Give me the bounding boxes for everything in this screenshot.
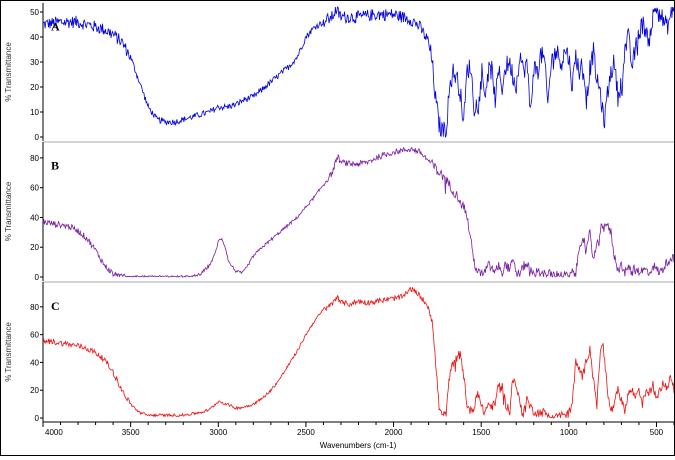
x-tick-label: 3000 [209,428,227,437]
panel-label: B [51,159,59,173]
chart-panels: 0 10 20 30 40 50 % Transmittance A 0 20 40 60 80 % Tr… [4,3,675,423]
x-tick-label: 3500 [122,428,140,437]
y-tick-label: 30 [30,58,39,67]
y-tick-label: 40 [30,213,39,222]
y-tick-label: 60 [30,331,39,340]
y-tick-label: 40 [30,33,39,42]
x-tick-label: 2500 [297,428,315,437]
x-tick-label: 1500 [472,428,490,437]
y-tick-label: 20 [30,243,39,252]
x-tick-label: 1000 [560,428,578,437]
spectrum-line-a [42,6,675,138]
panel-label: A [51,19,60,33]
y-tick-label: 0 [35,133,40,142]
panel-a: 0 10 20 30 40 50 % Transmittance A [4,3,675,142]
x-tick-label: 2000 [385,428,403,437]
y-axis-label: % Transmittance [4,42,13,102]
y-tick-label: 0 [35,273,40,282]
panel-b: 0 20 40 60 80 % Transmittance B [4,141,675,282]
x-tick-label: 4000 [45,428,63,437]
spectrum-line-c [42,287,675,419]
y-tick-label: 80 [30,303,39,312]
y-tick-label: 10 [30,108,39,117]
x-tick-label: 500 [650,428,664,437]
x-axis: 4000 3500 3000 2500 2000 1500 1000 500 [42,421,675,437]
y-tick-label: 20 [30,83,39,92]
y-axis-label: % Transmittance [4,181,13,241]
y-tick-label: 0 [35,414,40,423]
panel-c: 0 20 40 60 80 % Transmittance C [4,281,675,423]
spectrum-line-b [42,147,675,278]
panel-label: C [51,299,60,313]
y-tick-label: 20 [30,386,39,395]
y-tick-label: 80 [30,154,39,163]
y-tick-label: 40 [30,358,39,367]
x-axis-label: Wavenumbers (cm-1) [320,441,397,450]
y-tick-label: 50 [30,8,39,17]
y-axis-label: % Transmittance [4,322,13,382]
y-tick-label: 60 [30,184,39,193]
